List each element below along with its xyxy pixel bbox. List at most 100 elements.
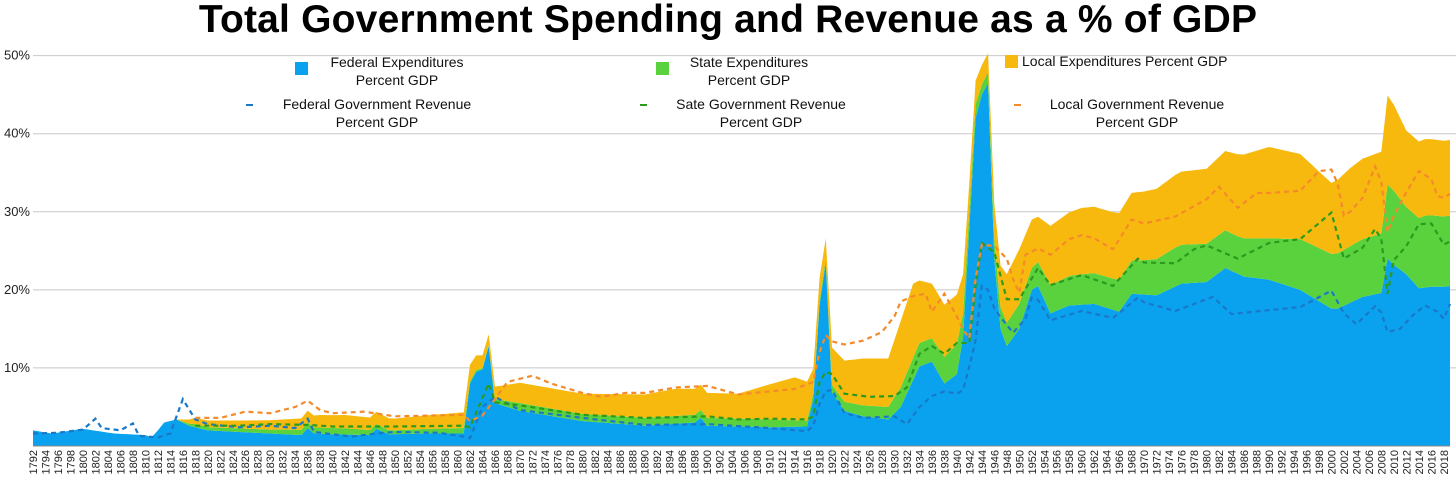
x-tick-label: 2014 [1414,450,1426,474]
legend-swatch-local-expenditures [1005,55,1018,68]
legend-local-revenue: Local Government Revenue Percent GDP [1049,96,1225,130]
y-tick-label: 30% [4,204,30,219]
x-tick-label: 1872 [527,450,539,474]
x-tick-label: 1840 [328,450,340,474]
x-tick-label: 1886 [615,450,627,474]
legend-state-expenditures: State Expenditures Percent GDP [689,54,809,88]
x-tick-label: 1914 [790,450,802,474]
x-tick-label: 1912 [777,450,789,474]
x-tick-label: 1998 [1314,450,1326,474]
x-tick-label: 1852 [403,450,415,474]
x-tick-label: 1874 [540,450,552,474]
x-tick-label: 2000 [1326,450,1338,474]
x-tick-label: 1992 [1277,450,1289,474]
x-tick-label: 1950 [1014,450,1026,474]
x-tick-label: 1980 [1202,450,1214,474]
y-axis: 10% 20% 30% 40% 50% [4,48,30,375]
x-tick-label: 1856 [428,450,440,474]
x-tick-label: 1878 [565,450,577,474]
x-tick-label: 1816 [178,450,190,474]
x-tick-label: 1944 [977,450,989,474]
stacked-areas [33,53,1450,446]
x-tick-label: 1830 [265,450,277,474]
x-tick-label: 1814 [165,450,177,474]
x-tick-label: 1832 [278,450,290,474]
x-tick-label: 1978 [1189,450,1201,474]
x-tick-label: 1798 [66,450,78,474]
y-tick-label: 10% [4,360,30,375]
legend-local-expenditures: Local Expenditures Percent GDP [1022,53,1228,69]
x-tick-label: 1862 [465,450,477,474]
x-tick-label: 1860 [453,450,465,474]
x-tick-label: 1902 [715,450,727,474]
x-tick-label: 2006 [1364,450,1376,474]
x-tick-label: 1890 [640,450,652,474]
x-tick-label: 1838 [315,450,327,474]
x-tick-label: 1898 [690,450,702,474]
x-tick-label: 2004 [1351,450,1363,474]
x-tick-label: 1866 [490,450,502,474]
x-tick-label: 1982 [1214,450,1226,474]
x-tick-label: 2002 [1339,450,1351,474]
legend-swatch-federal-expenditures [295,62,308,75]
x-tick-label: 2016 [1426,450,1438,474]
area-series [33,72,1450,438]
x-tick-label: 1976 [1177,450,1189,474]
x-tick-label: 1804 [103,450,115,474]
x-tick-label: 1892 [652,450,664,474]
legend-dash-state-revenue [640,104,647,106]
x-tick-label: 1834 [290,450,302,474]
x-tick-label: 1792 [28,450,40,474]
x-tick-label: 1806 [115,450,127,474]
x-tick-label: 1990 [1264,450,1276,474]
x-tick-label: 1828 [253,450,265,474]
x-tick-label: 1948 [1002,450,1014,474]
x-tick-label: 1934 [914,450,926,474]
x-tick-label: 1994 [1289,450,1301,474]
x-tick-label: 1924 [852,450,864,474]
legend-federal-expenditures: Federal Expenditures Percent GDP [330,54,464,88]
x-tick-label: 1988 [1252,450,1264,474]
x-tick-label: 1940 [952,450,964,474]
x-tick-label: 1954 [1039,450,1051,474]
x-tick-label: 2018 [1439,450,1451,474]
x-tick-label: 1800 [78,450,90,474]
x-tick-label: 2012 [1401,450,1413,474]
x-tick-label: 1958 [1064,450,1076,474]
x-tick-label: 1974 [1164,450,1176,474]
x-tick-label: 1952 [1027,450,1039,474]
x-tick-label: 1984 [1227,450,1239,474]
x-tick-label: 1802 [90,450,102,474]
x-tick-label: 1922 [840,450,852,474]
x-tick-label: 1970 [1139,450,1151,474]
x-tick-label: 1900 [702,450,714,474]
line-series [195,210,1451,429]
legend-state-revenue: Sate Government Revenue Percent GDP [676,96,846,130]
x-tick-label: 1848 [378,450,390,474]
x-tick-label: 1920 [827,450,839,474]
area-series [33,53,1450,438]
legend-swatch-state-expenditures [656,62,669,75]
x-axis: 1792 1794 1796 1798 1800 1802 1804 1806 1808 1810… [28,445,1451,474]
x-tick-label: 1850 [390,450,402,474]
x-tick-label: 1882 [590,450,602,474]
x-tick-label: 1962 [1089,450,1101,474]
x-tick-label: 1824 [228,450,240,474]
x-tick-label: 1822 [215,450,227,474]
x-tick-label: 1908 [752,450,764,474]
x-tick-label: 1896 [677,450,689,474]
x-tick-label: 1810 [140,450,152,474]
x-tick-label: 1858 [440,450,452,474]
x-tick-label: 1794 [41,450,53,474]
x-tick-label: 1964 [1102,450,1114,474]
x-tick-label: 1906 [740,450,752,474]
x-tick-label: 1870 [515,450,527,474]
legend-dash-federal-revenue [246,104,253,106]
x-tick-label: 1996 [1301,450,1313,474]
x-tick-label: 1844 [353,450,365,474]
x-tick-label: 1968 [1127,450,1139,474]
area-series [33,82,1450,446]
x-tick-label: 1854 [415,450,427,474]
x-tick-label: 1846 [365,450,377,474]
